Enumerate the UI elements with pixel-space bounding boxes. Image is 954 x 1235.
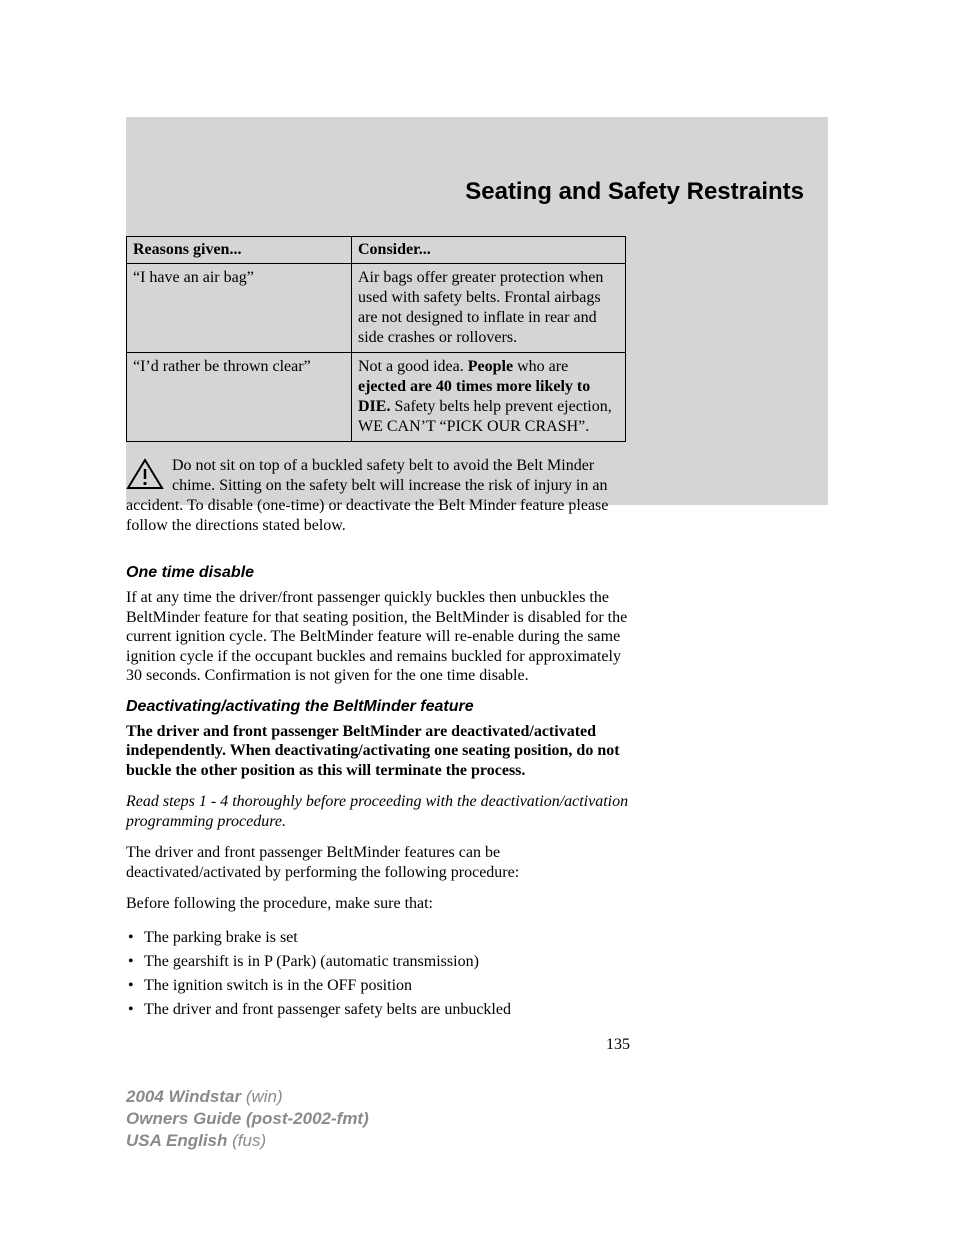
reasons-table: Reasons given... Consider... “I have an … <box>126 236 626 442</box>
list-item: The parking brake is set <box>126 926 630 950</box>
warning-text: Do not sit on top of a buckled safety be… <box>126 457 608 534</box>
table-cell-consider: Air bags offer greater protection when u… <box>352 264 626 353</box>
table-header-consider: Consider... <box>352 237 626 264</box>
page-number: 135 <box>126 1036 630 1054</box>
footer-line: USA English (fus) <box>126 1130 369 1152</box>
body-paragraph: The driver and front passenger BeltMinde… <box>126 843 630 882</box>
bullet-list: The parking brake is set The gearshift i… <box>126 926 630 1022</box>
chapter-title: Seating and Safety Restraints <box>126 178 828 206</box>
list-item: The ignition switch is in the OFF positi… <box>126 974 630 998</box>
table-header-reasons: Reasons given... <box>127 237 352 264</box>
list-item: The driver and front passenger safety be… <box>126 998 630 1022</box>
body-paragraph-bold: The driver and front passenger BeltMinde… <box>126 722 630 781</box>
body-paragraph: Before following the procedure, make sur… <box>126 894 630 914</box>
table-row: “I’d rather be thrown clear” Not a good … <box>127 353 626 442</box>
table-cell-reason: “I have an air bag” <box>127 264 352 353</box>
section-heading-one-time: One time disable <box>126 564 828 582</box>
page-content: Seating and Safety Restraints Reasons gi… <box>126 0 828 1054</box>
footer-line: 2004 Windstar (win) <box>126 1086 369 1108</box>
warning-block: Do not sit on top of a buckled safety be… <box>126 456 626 536</box>
table-header-row: Reasons given... Consider... <box>127 237 626 264</box>
warning-triangle-icon <box>126 458 164 496</box>
body-paragraph-italic: Read steps 1 - 4 thoroughly before proce… <box>126 792 630 831</box>
section-heading-deactivating: Deactivating/activating the BeltMinder f… <box>126 698 828 716</box>
footer-line: Owners Guide (post-2002-fmt) <box>126 1108 369 1130</box>
footer-block: 2004 Windstar (win) Owners Guide (post-2… <box>126 1086 369 1152</box>
table-cell-consider: Not a good idea. People who are ejected … <box>352 353 626 442</box>
table-row: “I have an air bag” Air bags offer great… <box>127 264 626 353</box>
list-item: The gearshift is in P (Park) (automatic … <box>126 950 630 974</box>
body-paragraph: If at any time the driver/front passenge… <box>126 588 630 686</box>
table-cell-reason: “I’d rather be thrown clear” <box>127 353 352 442</box>
